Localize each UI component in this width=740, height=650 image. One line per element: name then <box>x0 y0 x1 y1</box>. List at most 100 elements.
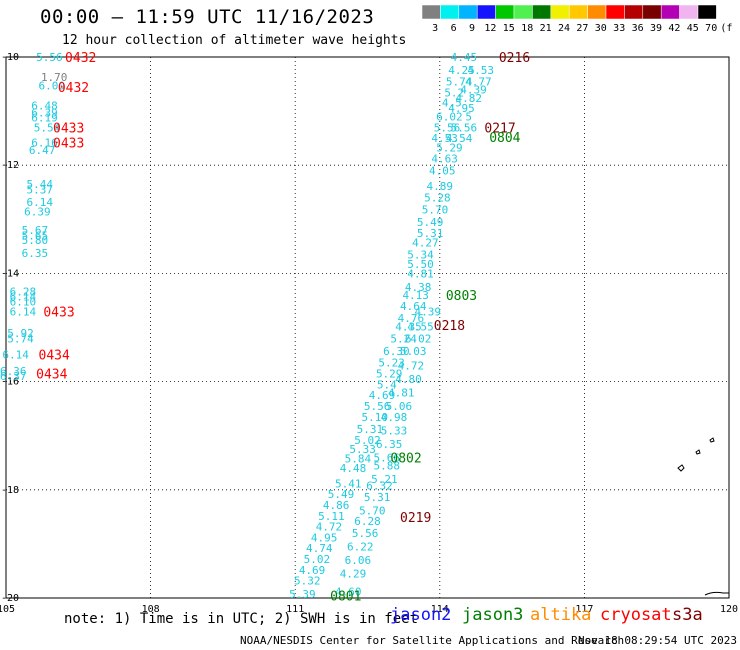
wave-height-label: 6.28 <box>10 285 37 298</box>
wave-height-label: 6.32 <box>366 479 393 492</box>
wave-height-label: 4.39 <box>460 83 487 96</box>
coastline <box>677 437 729 596</box>
pass-time-label: 0434 <box>36 367 67 382</box>
wave-height-label: 5.67 <box>22 224 49 237</box>
latitude-tick-label: -16 <box>1 377 19 388</box>
wave-height-label: 6.16 <box>31 136 58 149</box>
wave-height-label: 6.14 <box>2 349 29 362</box>
map-grid <box>6 57 729 598</box>
wave-height-label: 5.21 <box>371 473 398 486</box>
wave-height-label: 4.48 <box>340 462 367 475</box>
pass-time-label: 0802 <box>390 451 421 466</box>
longitude-tick-label: 120 <box>720 604 738 615</box>
wave-height-label: 4.13 <box>402 289 429 302</box>
wave-height-label: 4.89 <box>427 180 454 193</box>
wave-height-label: 6.37 <box>0 370 26 383</box>
longitude-tick-label: 111 <box>286 604 304 615</box>
wave-height-label: 4.45 <box>451 51 478 64</box>
pass-time-label: 0216 <box>499 51 530 66</box>
satellite-jason2: jason2 <box>390 605 452 625</box>
wave-height-label: 1.70 <box>41 71 68 84</box>
wave-height-label: 4.05 <box>429 165 456 178</box>
wave-height-label: 5.03 <box>400 345 427 358</box>
wave-height-label: 5.88 <box>374 459 401 472</box>
wave-height-label: 6.14 <box>10 291 37 304</box>
wave-height-label: 4.76 <box>398 312 425 325</box>
wave-height-label: 5.33 <box>381 424 408 437</box>
wave-height-label: 5.23 <box>378 357 405 370</box>
wave-height-label: 5.06 <box>386 400 413 413</box>
wave-height-label: 5.34 <box>407 248 434 261</box>
pass-time-label: 0217 <box>484 121 515 136</box>
legend-label: 30 <box>595 23 607 34</box>
wave-height-label: 4.39 <box>415 305 442 318</box>
wave-height-label: 5.65 <box>22 230 49 243</box>
pass-time-label: 0803 <box>446 289 477 304</box>
satellite-cryosat: cryosat <box>600 605 672 625</box>
legend-label: 18 <box>521 23 533 34</box>
legend-label: 45 <box>687 23 699 34</box>
satellite-altika: altika <box>530 605 592 625</box>
wave-height-label: 4.55 <box>407 320 434 333</box>
wave-height-label: 6.19 <box>31 112 58 125</box>
wave-height-label: 5.24 <box>390 332 417 345</box>
latitude-tick-label: -10 <box>1 52 19 63</box>
wave-height-label: 4.54 <box>446 132 473 145</box>
wave-height-label: 4.64 <box>400 300 427 313</box>
coast-line <box>704 591 729 596</box>
legend-label: 3 <box>432 23 438 34</box>
wave-height-label: 4.95 <box>448 102 475 115</box>
wave-height-label: 5.70 <box>422 204 449 217</box>
wave-height-label: 5.41 <box>335 477 362 490</box>
wave-height-label: 4.72 <box>398 359 425 372</box>
axis-ticks: 105 108 111 114 117 120 -10 -12 -14 -16 -18 -20 <box>0 52 738 615</box>
latitude-tick-label: -20 <box>1 593 19 604</box>
wave-height-label: 4.25 <box>448 64 475 77</box>
wave-height-label: 5.54 <box>34 121 61 134</box>
wave-height-label: 4.53 <box>468 64 495 77</box>
wave-height-label: 6.14 <box>10 305 37 318</box>
wave-height-label: 4.77 <box>465 75 492 88</box>
pass-time-label: 0433 <box>43 305 74 320</box>
wave-height-label: 4.81 <box>407 267 434 280</box>
wave-height-label: 6.22 <box>347 541 374 554</box>
wave-height-label: 4.74 <box>306 542 333 555</box>
footnote: note: 1) Time is in UTC; 2) SWH is in fe… <box>64 611 419 627</box>
wave-height-label: 5.44 <box>26 178 53 191</box>
latitude-tick-label: -14 <box>1 268 19 279</box>
wave-height-label: 5.56 <box>451 121 478 134</box>
pass-time-label: 0432 <box>58 81 89 96</box>
wave-height-label: 4.35 <box>395 320 422 333</box>
wave-height-label: 6.35 <box>22 247 49 260</box>
legend-label: 39 <box>650 23 662 34</box>
wave-height-label: 5.56 <box>434 121 461 134</box>
wave-height-label: 5.29 <box>436 141 463 154</box>
longitude-tick-label: 105 <box>0 604 15 615</box>
wave-height-label: 4.27 <box>412 237 439 250</box>
wave-height-label: 4.82 <box>455 92 482 105</box>
wave-height-label: 5.56 <box>364 400 391 413</box>
wave-height-label: 6.02 <box>436 111 463 124</box>
wave-height-label: 6.36 <box>0 365 26 378</box>
legend-label: 70 <box>705 23 717 34</box>
wave-height-label: 5.84 <box>345 452 372 465</box>
wave-height-label: 4.29 <box>340 568 367 581</box>
pass-time-label: 0432 <box>65 51 96 66</box>
legend-unit: (ft) <box>720 23 732 34</box>
pass-time-label: 0804 <box>489 131 520 146</box>
wave-height-label: 5.10 <box>361 411 388 424</box>
wave-height-label: 5.66 <box>374 451 401 464</box>
wave-height-label: 6.28 <box>354 515 381 528</box>
wave-height-label: 6.39 <box>24 206 51 219</box>
wave-height-label: 5.02 <box>354 434 381 447</box>
island-shape <box>677 464 685 472</box>
latitude-tick-label: -18 <box>1 485 19 496</box>
wave-height-label: 4.53 <box>431 132 458 145</box>
wave-height-label: 6.06 <box>345 554 372 567</box>
wave-height-label: 4.72 <box>316 521 343 534</box>
wave-height-label: 4.69 <box>369 389 396 402</box>
wave-height-label: 6.10 <box>10 296 37 309</box>
longitude-tick-label: 117 <box>575 604 593 615</box>
